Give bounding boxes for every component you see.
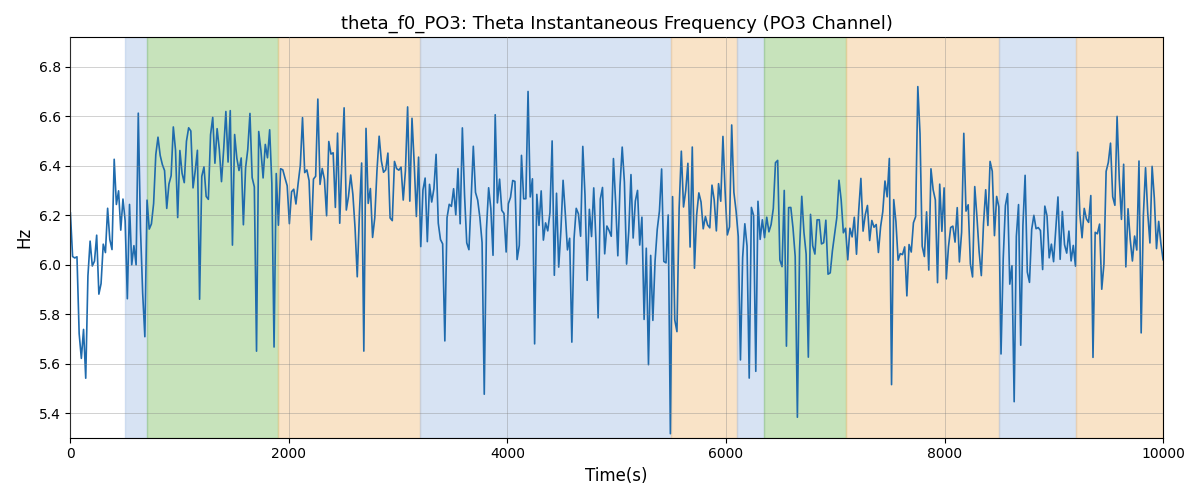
Bar [420,38,671,438]
Bar [737,38,764,438]
Title: theta_f0_PO3: Theta Instantaneous Frequency (PO3 Channel): theta_f0_PO3: Theta Instantaneous Freque… [341,15,893,34]
X-axis label: Time(s): Time(s) [586,467,648,485]
Bar [278,38,420,438]
Bar [1000,38,1075,438]
Bar [125,38,146,438]
Bar [764,38,846,438]
Bar [846,38,1000,438]
Y-axis label: Hz: Hz [14,227,32,248]
Bar [146,38,278,438]
Bar [1075,38,1163,438]
Bar [671,38,737,438]
